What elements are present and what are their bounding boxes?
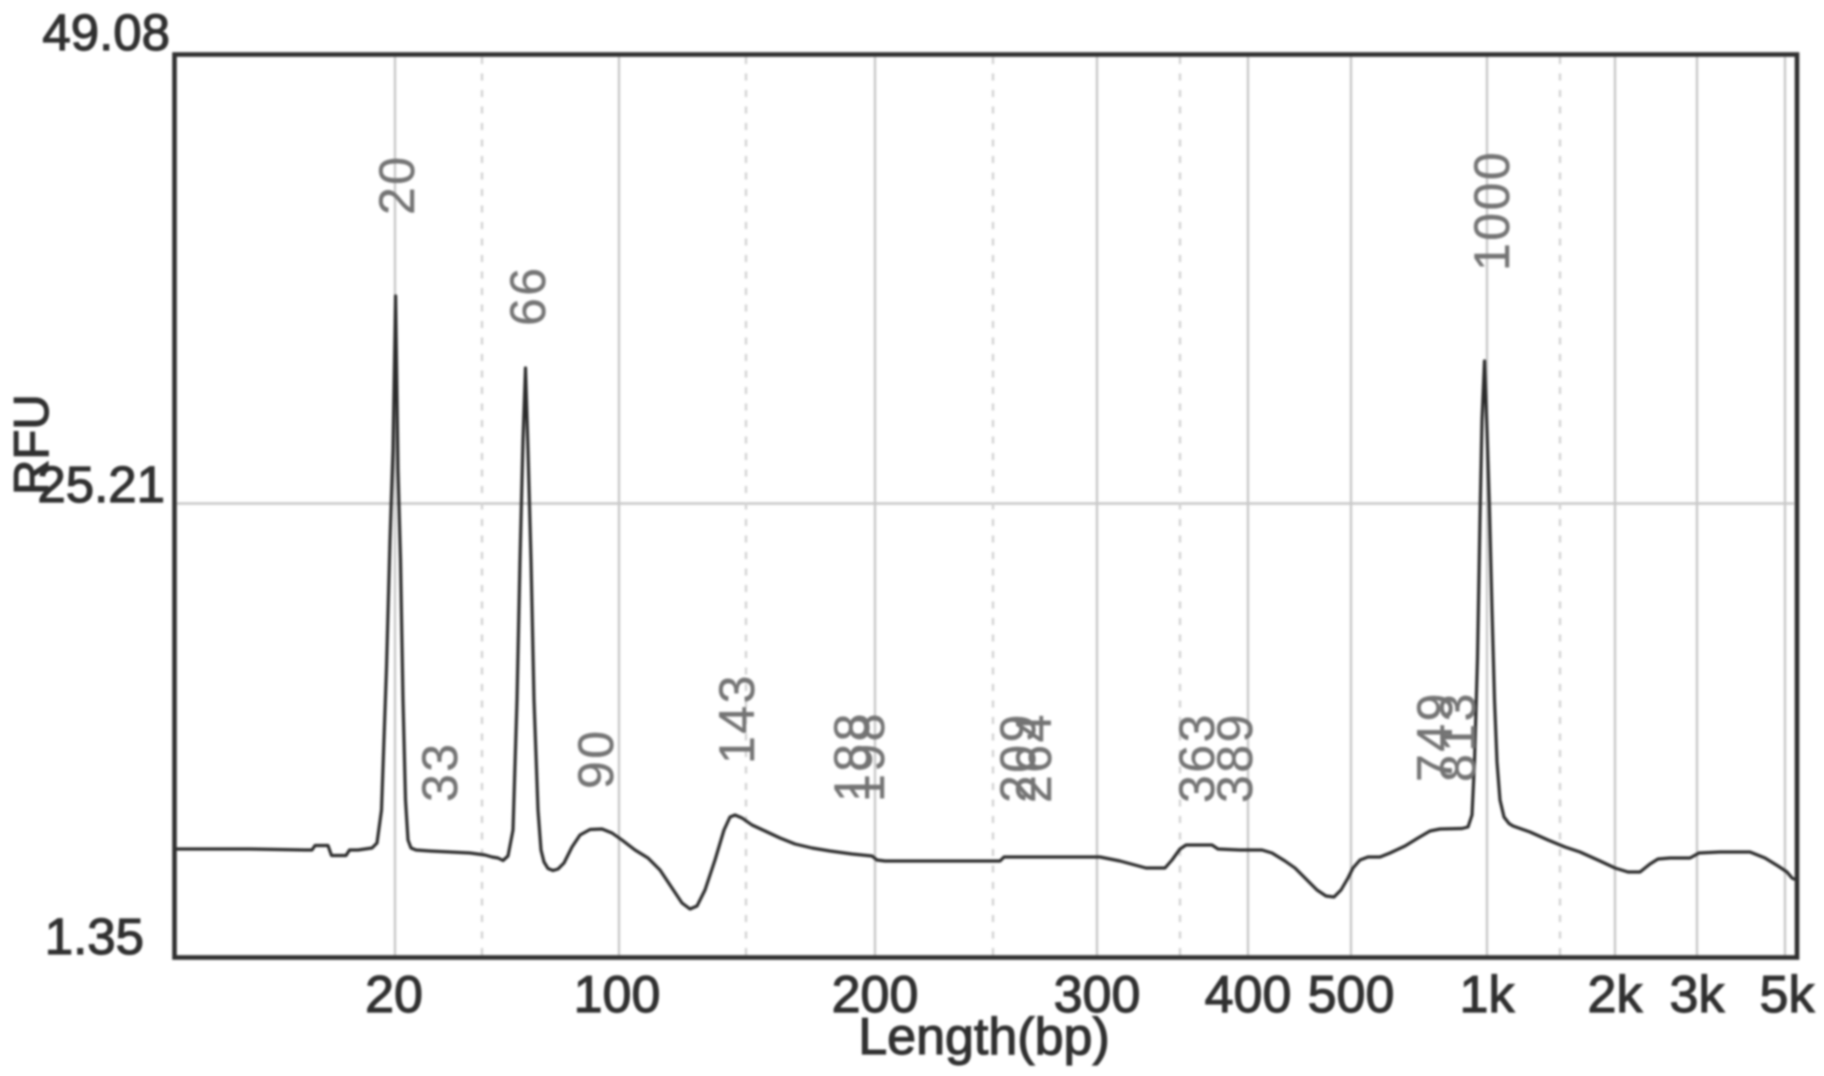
svg-text:20: 20 [365, 966, 423, 1024]
svg-text:749: 749 [1407, 691, 1463, 782]
svg-text:1.35: 1.35 [45, 908, 144, 965]
svg-text:25.21: 25.21 [37, 456, 165, 513]
svg-text:200: 200 [832, 966, 919, 1024]
svg-text:Length(bp): Length(bp) [858, 1008, 1110, 1066]
svg-text:90: 90 [568, 728, 624, 789]
svg-text:2k: 2k [1588, 966, 1644, 1024]
svg-text:198: 198 [839, 711, 895, 802]
svg-text:1k: 1k [1460, 966, 1516, 1024]
svg-text:3k: 3k [1670, 966, 1726, 1024]
svg-text:RFU: RFU [5, 394, 59, 495]
svg-text:264: 264 [1006, 712, 1062, 803]
svg-text:49.08: 49.08 [42, 4, 170, 61]
svg-text:33: 33 [412, 741, 468, 802]
svg-text:300: 300 [1054, 966, 1141, 1024]
svg-text:66: 66 [500, 265, 556, 326]
svg-text:363: 363 [1169, 712, 1225, 803]
svg-text:389: 389 [1207, 712, 1263, 803]
svg-text:209: 209 [990, 712, 1046, 803]
svg-text:188: 188 [824, 711, 880, 802]
svg-text:5k: 5k [1760, 966, 1816, 1024]
svg-text:813: 813 [1430, 691, 1486, 782]
svg-text:100: 100 [574, 966, 661, 1024]
svg-text:1000: 1000 [1464, 150, 1520, 271]
svg-text:400: 400 [1205, 966, 1292, 1024]
svg-text:143: 143 [709, 673, 765, 764]
svg-text:500: 500 [1308, 966, 1395, 1024]
svg-text:20: 20 [369, 154, 425, 215]
